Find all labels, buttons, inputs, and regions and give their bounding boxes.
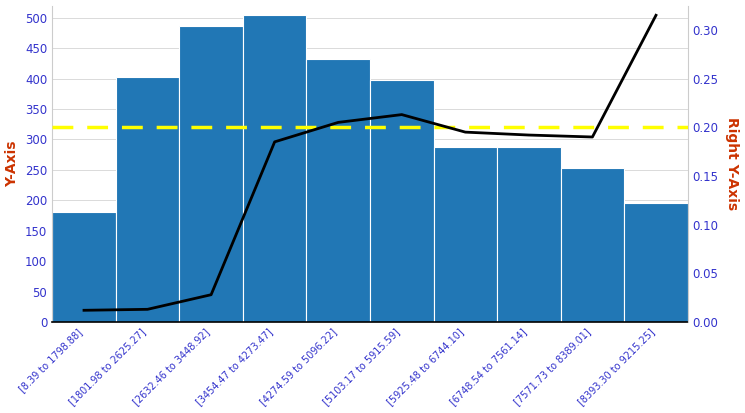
Bar <box>180 26 243 322</box>
Bar <box>52 212 115 322</box>
Bar <box>624 203 688 322</box>
Y-axis label: Y-Axis: Y-Axis <box>5 140 19 187</box>
Bar <box>561 168 624 322</box>
Bar <box>497 147 561 322</box>
Bar <box>115 77 180 322</box>
Bar <box>434 147 497 322</box>
Y-axis label: Right Y-Axis: Right Y-Axis <box>726 117 740 210</box>
Bar <box>370 81 434 322</box>
Bar <box>306 59 370 322</box>
Bar <box>243 15 306 322</box>
